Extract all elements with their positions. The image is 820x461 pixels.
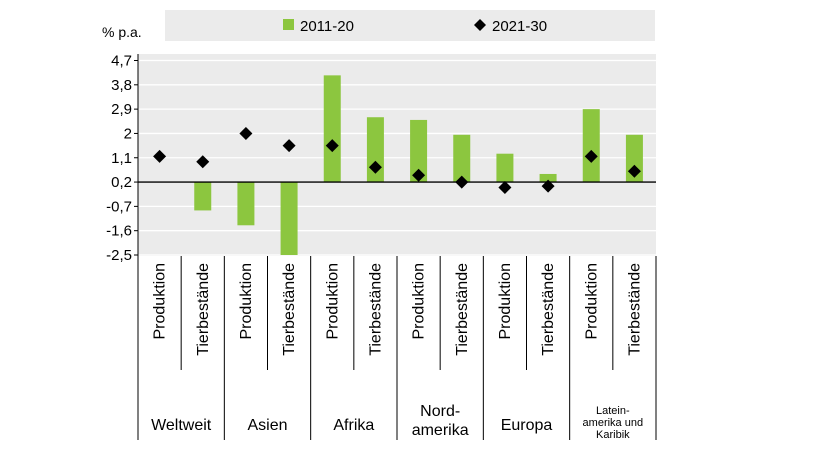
marker [541, 179, 555, 193]
x-category-label: Tierbestände [367, 263, 384, 356]
marker [627, 164, 641, 178]
x-category-label: Tierbestände [195, 263, 212, 356]
bar [410, 119, 428, 183]
x-category-label: Produktion [324, 263, 341, 340]
y-tick-label: 2 [124, 125, 132, 142]
bar [496, 153, 514, 183]
bar [582, 109, 600, 183]
marker [498, 180, 512, 194]
x-category-label: Produktion [583, 263, 600, 340]
axes [134, 54, 657, 440]
bar [237, 182, 255, 226]
x-group-label: amerika und [583, 417, 644, 429]
plot-background [138, 54, 656, 256]
x-category-label: Produktion [238, 263, 255, 340]
y-tick-label: 0,2 [111, 174, 132, 191]
marker [412, 168, 426, 182]
legend: 2011-20 2021-30 [165, 10, 655, 41]
y-tick-label: 4,7 [111, 53, 132, 70]
y-tick-label: -1,6 [106, 223, 132, 240]
marker [368, 160, 382, 174]
x-group-label: Asien [247, 417, 287, 434]
x-group-labels: Weltweit Asien Afrika Nord-amerika Europa Lat… [151, 403, 643, 441]
marker [282, 139, 296, 153]
y-tick-labels: 4,7 3,8 2,9 2 1,1 0,2 -0,7 -1,6 -2,5 [106, 53, 132, 265]
legend-background [165, 10, 655, 41]
marker [196, 155, 210, 169]
x-category-label: Produktion [152, 263, 169, 340]
y-tick-label: -0,7 [106, 198, 132, 215]
x-group-label: amerika [412, 422, 469, 439]
marker [153, 149, 167, 163]
x-category-label: Produktion [411, 263, 428, 340]
x-category-label: Produktion [497, 263, 514, 340]
x-group-label: Weltweit [151, 417, 212, 434]
x-category-label: Tierbestände [540, 263, 557, 356]
legend-swatch-2011-20 [283, 19, 294, 30]
legend-label-2021-30: 2021-30 [492, 18, 547, 35]
bar [280, 182, 298, 255]
x-category-label: Tierbestände [281, 263, 298, 356]
bar [539, 173, 557, 183]
marker [239, 126, 253, 140]
x-group-label: Nord- [420, 403, 460, 420]
x-category-label: Tierbestände [454, 263, 471, 356]
legend-swatch-2021-30 [474, 19, 486, 31]
x-category-label: Tierbestände [626, 263, 643, 356]
bar [453, 134, 471, 183]
x-group-label: Latein- [596, 405, 630, 417]
bar [194, 182, 212, 211]
bar [323, 75, 341, 183]
legend-label-2011-20: 2011-20 [300, 18, 354, 35]
x-group-label: Karibik [596, 429, 630, 441]
y-tick-label: 1,1 [111, 150, 132, 167]
y-tick-label: 3,8 [111, 77, 132, 94]
x-group-label: Afrika [333, 417, 374, 434]
y-tick-label: 2,9 [111, 101, 132, 118]
marker [325, 139, 339, 153]
x-group-label: Europa [501, 417, 553, 434]
y-unit-label: % p.a. [102, 24, 142, 40]
y-tick-label: -2,5 [106, 247, 132, 264]
x-category-labels: Produktion Tierbestände Produktion Tierbest… [152, 263, 644, 356]
marker [584, 149, 598, 163]
